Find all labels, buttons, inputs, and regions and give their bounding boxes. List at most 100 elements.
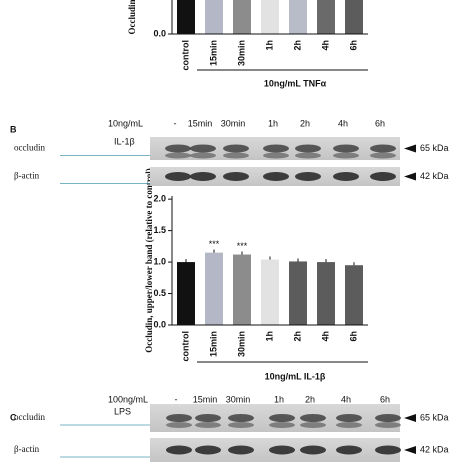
treatment: 10ng/mL — [108, 118, 143, 128]
bar — [317, 262, 335, 325]
bar — [345, 0, 363, 34]
band — [295, 152, 321, 159]
band — [269, 414, 295, 422]
bar — [233, 0, 251, 34]
band — [223, 172, 249, 181]
arrow — [404, 172, 416, 181]
band — [300, 445, 326, 455]
kda: 65 kDa — [420, 412, 449, 422]
lane-label: 2h — [305, 394, 315, 404]
lane-label: 2h — [300, 118, 310, 128]
band — [295, 144, 321, 153]
x-tick-label: 15min — [208, 40, 218, 66]
band — [300, 422, 326, 428]
bars — [177, 249, 363, 325]
lane-label: 4h — [341, 394, 351, 404]
band — [190, 172, 216, 181]
y-tick-label: 0.5 — [153, 288, 166, 298]
arrow — [404, 144, 416, 153]
band — [375, 414, 401, 422]
band — [223, 152, 249, 159]
x-tick-label: 6h — [348, 40, 358, 51]
band — [165, 152, 191, 159]
kda: 42 kDa — [420, 444, 449, 454]
band — [195, 445, 221, 455]
band — [195, 414, 221, 422]
band — [375, 445, 401, 455]
bar — [177, 0, 195, 34]
band — [263, 172, 289, 181]
bar — [261, 259, 279, 325]
band — [269, 422, 295, 428]
x-axis-label: 10ng/mL TNFα — [264, 78, 327, 88]
y-tick-label: 0.0 — [153, 28, 166, 38]
bar — [289, 0, 307, 34]
band — [336, 414, 362, 422]
band — [228, 422, 254, 428]
bar — [205, 252, 223, 325]
band — [300, 414, 326, 422]
x-tick-label: 1h — [264, 40, 274, 51]
x-tick-label: 6h — [348, 331, 358, 342]
row-name: occludin — [14, 412, 45, 422]
band — [333, 152, 359, 159]
band — [333, 172, 359, 181]
bar — [177, 262, 195, 325]
band — [190, 152, 216, 159]
band — [166, 422, 192, 428]
x-tick-label: 1h — [264, 331, 274, 342]
bar — [289, 261, 307, 325]
band — [166, 414, 192, 422]
agent: LPS — [114, 406, 131, 416]
bar — [233, 254, 251, 325]
band — [195, 422, 221, 428]
lane-label: 30min — [226, 394, 251, 404]
x-tick-label: 30min — [236, 331, 246, 357]
lane-label: - — [174, 118, 177, 128]
band — [333, 144, 359, 153]
band — [166, 445, 192, 455]
y-tick-label: 2.0 — [153, 194, 166, 204]
lane-label: 6h — [375, 118, 385, 128]
lane-label: 6h — [380, 394, 390, 404]
band — [375, 422, 401, 428]
significance: *** — [209, 239, 220, 249]
band — [295, 172, 321, 181]
kda: 42 kDa — [420, 171, 449, 181]
x-tick-label: 2h — [292, 331, 302, 342]
band — [336, 445, 362, 455]
lane-label: - — [175, 394, 178, 404]
bar — [261, 0, 279, 34]
kda: 65 kDa — [420, 143, 449, 153]
band — [370, 144, 396, 153]
band — [223, 144, 249, 153]
row-name: β-actin — [14, 171, 40, 181]
band — [336, 422, 362, 428]
treatment: 100ng/mL — [108, 394, 148, 404]
x-tick-label: control — [180, 40, 190, 71]
band — [269, 445, 295, 455]
lane-label: 30min — [221, 118, 246, 128]
lane-label: 4h — [338, 118, 348, 128]
band — [165, 172, 191, 181]
lane-label: 15min — [193, 394, 218, 404]
panel-label: B — [10, 124, 17, 134]
row-name: occludin — [14, 143, 45, 153]
band — [190, 144, 216, 153]
significance: *** — [237, 241, 248, 251]
band — [228, 445, 254, 455]
x-tick-label: 2h — [292, 40, 302, 51]
panel-label: C — [10, 412, 17, 422]
arrow — [404, 414, 416, 422]
lane-label: 1h — [274, 394, 284, 404]
band — [370, 172, 396, 181]
y-tick-label: 1.0 — [153, 256, 166, 266]
y-axis-label: Occludin — [127, 0, 137, 35]
x-tick-label: 15min — [208, 331, 218, 357]
x-tick-label: 30min — [236, 40, 246, 66]
x-tick-label: control — [180, 331, 190, 362]
bars — [177, 0, 363, 34]
band — [370, 152, 396, 159]
band — [228, 414, 254, 422]
